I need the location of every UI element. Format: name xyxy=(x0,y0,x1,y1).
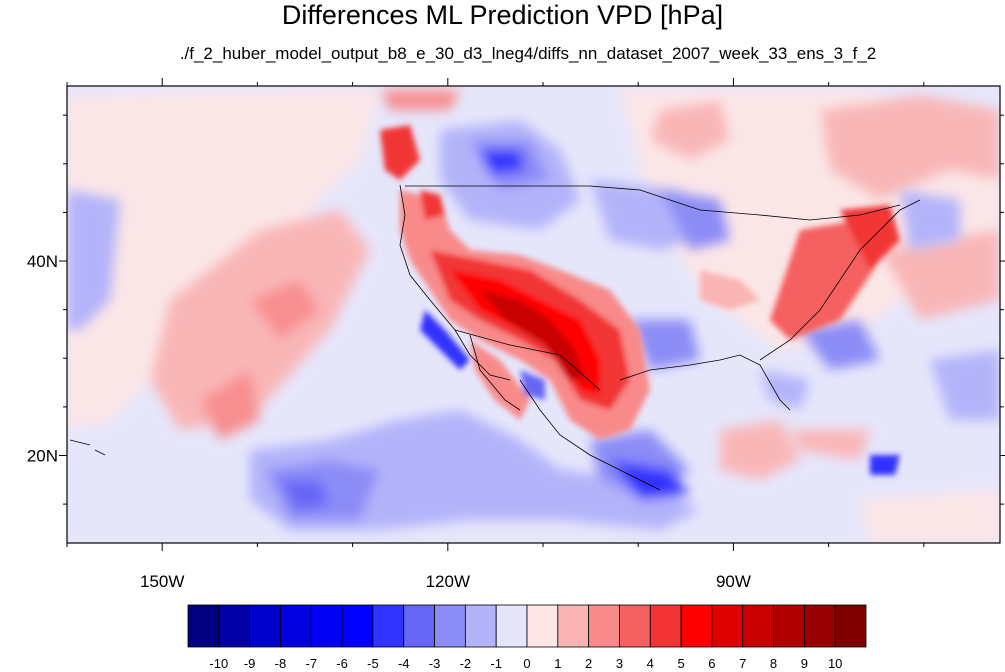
colorbar-label: -8 xyxy=(275,656,287,671)
lat-label: 40N xyxy=(27,252,58,271)
colorbar-box xyxy=(495,604,528,648)
colorbar-box xyxy=(803,604,836,648)
colorbar xyxy=(187,604,867,648)
colorbar-box xyxy=(834,604,867,648)
map-title: Differences ML Prediction VPD [hPa] xyxy=(281,0,724,30)
longitude-labels: 150W 120W 90W xyxy=(140,572,751,591)
colorbar-box xyxy=(680,604,713,648)
map-frame xyxy=(66,85,1001,544)
latitude-labels: 40N 20N xyxy=(27,252,58,465)
colorbar-label: 8 xyxy=(770,656,777,671)
colorbar-label: -1 xyxy=(490,656,502,671)
colorbar-box xyxy=(187,604,220,648)
colorbar-label: 1 xyxy=(554,656,561,671)
colorbar-label: -9 xyxy=(244,656,256,671)
colorbar-label: 9 xyxy=(801,656,808,671)
colorbar-label: 4 xyxy=(647,656,654,671)
colorbar-box xyxy=(526,604,559,648)
lon-label: 90W xyxy=(716,572,751,591)
colorbar-label: 3 xyxy=(616,656,623,671)
colorbar-label: -7 xyxy=(305,656,317,671)
lat-label: 20N xyxy=(27,446,58,465)
colorbar-box xyxy=(218,604,251,648)
lon-label: 150W xyxy=(140,572,184,591)
colorbar-label: -3 xyxy=(429,656,441,671)
colorbar-box xyxy=(310,604,343,648)
map-subtitle: ./f_2_huber_model_output_b8_e_30_d3_lneg… xyxy=(179,44,877,63)
colorbar-box xyxy=(742,604,774,648)
anomaly-field xyxy=(67,86,1000,543)
colorbar-label: 6 xyxy=(708,656,715,671)
colorbar-label: -2 xyxy=(460,656,472,671)
colorbar-box xyxy=(711,604,744,648)
colorbar-box xyxy=(464,604,497,648)
colorbar-label: -5 xyxy=(367,656,379,671)
colorbar-labels: -10 -9 -8 -7 -6 -5 -4 -3 -2 -1 0 1 2 3 4 5 6 7 8 9 10 xyxy=(209,656,842,671)
colorbar-label: 5 xyxy=(677,656,684,671)
colorbar-box xyxy=(619,604,651,648)
colorbar-label: 7 xyxy=(739,656,746,671)
colorbar-box xyxy=(773,604,805,648)
map-ticks xyxy=(59,78,1005,551)
colorbar-box xyxy=(588,604,620,648)
lon-label: 120W xyxy=(426,572,470,591)
colorbar-box xyxy=(372,604,405,648)
colorbar-label: 10 xyxy=(828,656,842,671)
colorbar-box xyxy=(249,604,281,648)
colorbar-box xyxy=(557,604,590,648)
colorbar-label: 0 xyxy=(523,656,530,671)
colorbar-box xyxy=(434,604,466,648)
colorbar-label: -10 xyxy=(209,656,228,671)
colorbar-box xyxy=(280,604,312,648)
colorbar-box xyxy=(341,604,374,648)
colorbar-label: -6 xyxy=(336,656,348,671)
colorbar-box xyxy=(403,604,435,648)
coastline xyxy=(69,184,921,491)
colorbar-label: 2 xyxy=(585,656,592,671)
colorbar-label: -4 xyxy=(398,656,410,671)
colorbar-box xyxy=(649,604,682,648)
